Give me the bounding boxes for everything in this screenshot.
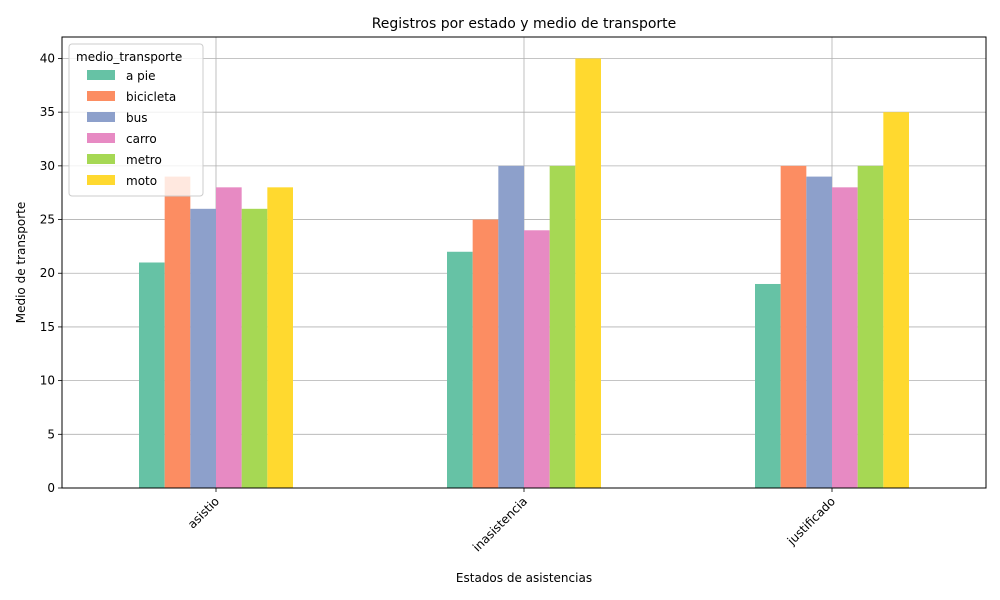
bar-metro-asistio (241, 208, 268, 489)
bar-carro-justificado (832, 187, 858, 489)
y-tick-label: 25 (40, 213, 55, 227)
bar-a-pie-asistio (139, 262, 165, 488)
y-tick-label: 15 (40, 320, 55, 334)
bar-moto-justificado (883, 112, 909, 489)
legend-title: medio_transporte (76, 50, 182, 64)
y-axis: 0 5 10 15 20 25 30 35 40 (40, 51, 62, 495)
bar-bicicleta-justificado (780, 165, 807, 488)
y-tick-label: 10 (40, 374, 55, 388)
bar-a-pie-inasistencia (447, 251, 473, 488)
y-tick-label: 35 (40, 105, 55, 119)
bar-bicicleta-asistio (164, 176, 191, 488)
x-tick-label: justificado (784, 494, 838, 548)
legend-label: metro (126, 153, 162, 167)
legend-swatch (87, 91, 115, 101)
y-tick-label: 30 (40, 159, 55, 173)
x-axis-label: Estados de asistencias (456, 571, 592, 585)
y-tick-label: 20 (40, 266, 55, 280)
legend-swatch (87, 154, 115, 164)
x-axis: asistio inasistencia justificado (185, 488, 838, 554)
bars (139, 58, 909, 489)
chart-title: Registros por estado y medio de transpor… (372, 16, 677, 32)
bar-a-pie-justificado (755, 283, 781, 488)
legend-swatch (87, 70, 115, 80)
y-tick-label: 0 (47, 481, 55, 495)
bar-bicicleta-inasistencia (472, 219, 499, 489)
legend-label: a pie (126, 69, 156, 83)
legend-label: bicicleta (126, 90, 176, 104)
bar-bus-justificado (806, 176, 832, 488)
legend-swatch (87, 133, 115, 143)
y-tick-label: 40 (40, 51, 55, 65)
bar-moto-asistio (267, 187, 293, 489)
bar-carro-asistio (216, 187, 242, 489)
legend-swatch (87, 112, 115, 122)
legend-label: carro (126, 132, 157, 146)
bar-carro-inasistencia (524, 230, 550, 489)
y-axis-label: Medio de transporte (14, 202, 28, 324)
legend-label: moto (126, 174, 157, 188)
bar-bus-inasistencia (498, 165, 524, 488)
bar-bus-asistio (190, 208, 216, 489)
y-tick-label: 5 (47, 427, 55, 441)
x-tick-label: asistio (185, 494, 222, 531)
bar-metro-inasistencia (549, 165, 576, 488)
bar-metro-justificado (857, 165, 884, 488)
legend-swatch (87, 175, 115, 185)
legend: medio_transporte a pie bicicleta bus carro m… (68, 43, 204, 197)
x-tick-label: inasistencia (470, 494, 530, 554)
bar-moto-inasistencia (575, 58, 601, 488)
legend-label: bus (126, 111, 147, 125)
